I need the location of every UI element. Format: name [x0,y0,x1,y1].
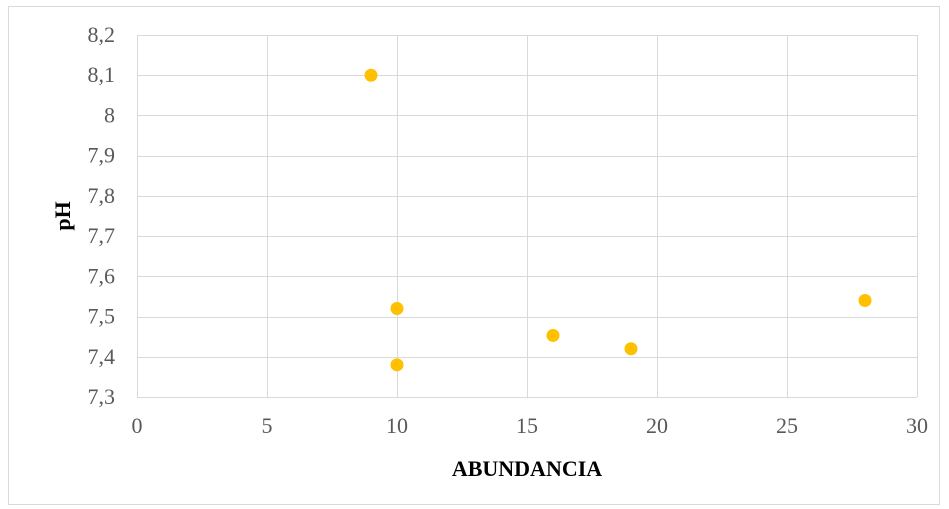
x-tick-label: 30 [906,413,928,438]
x-tick-label: 15 [516,413,538,438]
x-axis-title: ABUNDANCIA [452,456,602,481]
x-tick-label: 20 [646,413,668,438]
y-axis-tick-labels: 7,3 7,4 7,5 7,6 7,7 7,8 7,9 8 8,1 8,2 [88,22,116,409]
y-tick-label: 8 [104,102,115,127]
y-tick-label: 7,3 [88,384,116,409]
y-tick-label: 7,9 [88,143,116,168]
chart-frame [8,6,940,505]
data-point [858,293,872,307]
y-tick-label: 7,4 [88,344,116,369]
y-tick-label: 7,8 [88,183,116,208]
data-points [364,68,872,372]
grid-lines [137,35,918,398]
y-axis-title: pH [50,201,75,230]
y-tick-label: 8,2 [88,22,116,47]
y-tick-label: 7,7 [88,223,116,248]
x-tick-label: 0 [132,413,143,438]
data-point [390,358,404,372]
x-tick-label: 5 [262,413,273,438]
y-tick-label: 7,5 [88,304,116,329]
y-tick-label: 8,1 [88,62,116,87]
y-tick-label: 7,6 [88,263,116,288]
data-point [624,342,638,356]
data-point [546,328,560,342]
x-tick-label: 25 [776,413,798,438]
x-axis-tick-labels: 0 5 10 15 20 25 30 [132,413,929,438]
x-tick-label: 10 [386,413,408,438]
data-point [390,302,404,316]
data-point [364,68,378,82]
